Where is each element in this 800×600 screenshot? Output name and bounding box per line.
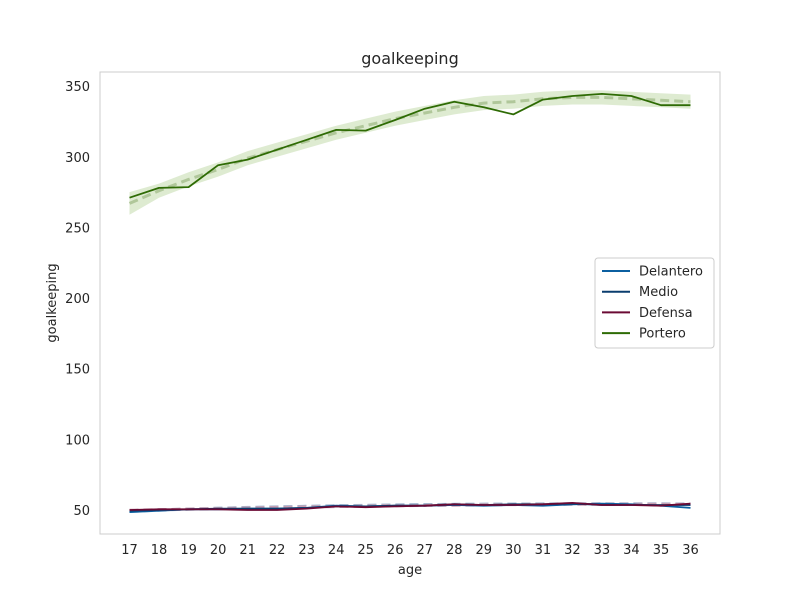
legend-label-portero: Portero	[639, 327, 686, 342]
x-tick-label: 27	[417, 543, 434, 558]
series-lines	[129, 93, 691, 513]
line-portero	[129, 93, 691, 199]
x-tick-label: 19	[180, 543, 197, 558]
x-axis-ticks: 17 18 19 20 21 22 23 24 25 26 27 28 29 30 31 32 33 34 35 36	[121, 543, 699, 558]
x-tick-label: 31	[535, 543, 552, 558]
x-tick-label: 24	[328, 543, 345, 558]
x-tick-label: 29	[476, 543, 493, 558]
x-tick-label: 20	[210, 543, 227, 558]
legend-box	[594, 257, 715, 349]
y-axis-ticks: 50 100 150 200 250 300 350	[65, 80, 90, 519]
y-tick-label: 300	[65, 151, 90, 166]
trend-portero	[128, 95, 691, 205]
x-tick-label: 23	[298, 543, 315, 558]
x-tick-label: 22	[269, 543, 286, 558]
legend-label-delantero: Delantero	[639, 265, 703, 280]
legend-label-defensa: Defensa	[639, 306, 693, 321]
y-axis-label: goalkeeping	[45, 263, 60, 342]
x-tick-label: 35	[653, 543, 670, 558]
y-tick-label: 350	[65, 80, 90, 95]
x-tick-label: 32	[564, 543, 581, 558]
y-tick-label: 50	[73, 504, 90, 519]
x-tick-label: 26	[387, 543, 404, 558]
x-tick-label: 18	[151, 543, 168, 558]
legend-label-medio: Medio	[639, 285, 678, 300]
x-tick-label: 28	[446, 543, 463, 558]
x-tick-label: 30	[505, 543, 522, 558]
x-tick-label: 17	[121, 543, 138, 558]
x-tick-label: 21	[239, 543, 256, 558]
chart-title: goalkeeping	[361, 49, 458, 68]
y-tick-label: 100	[65, 433, 90, 448]
y-tick-label: 150	[65, 363, 90, 378]
legend: Delantero Medio Defensa Portero	[594, 257, 715, 349]
line-defensa	[129, 501, 691, 511]
y-tick-label: 250	[65, 221, 90, 236]
x-tick-label: 33	[594, 543, 611, 558]
x-axis-label: age	[398, 563, 422, 578]
x-tick-label: 36	[682, 543, 699, 558]
y-tick-label: 200	[65, 292, 90, 307]
x-tick-label: 34	[623, 543, 640, 558]
x-tick-label: 25	[357, 543, 374, 558]
